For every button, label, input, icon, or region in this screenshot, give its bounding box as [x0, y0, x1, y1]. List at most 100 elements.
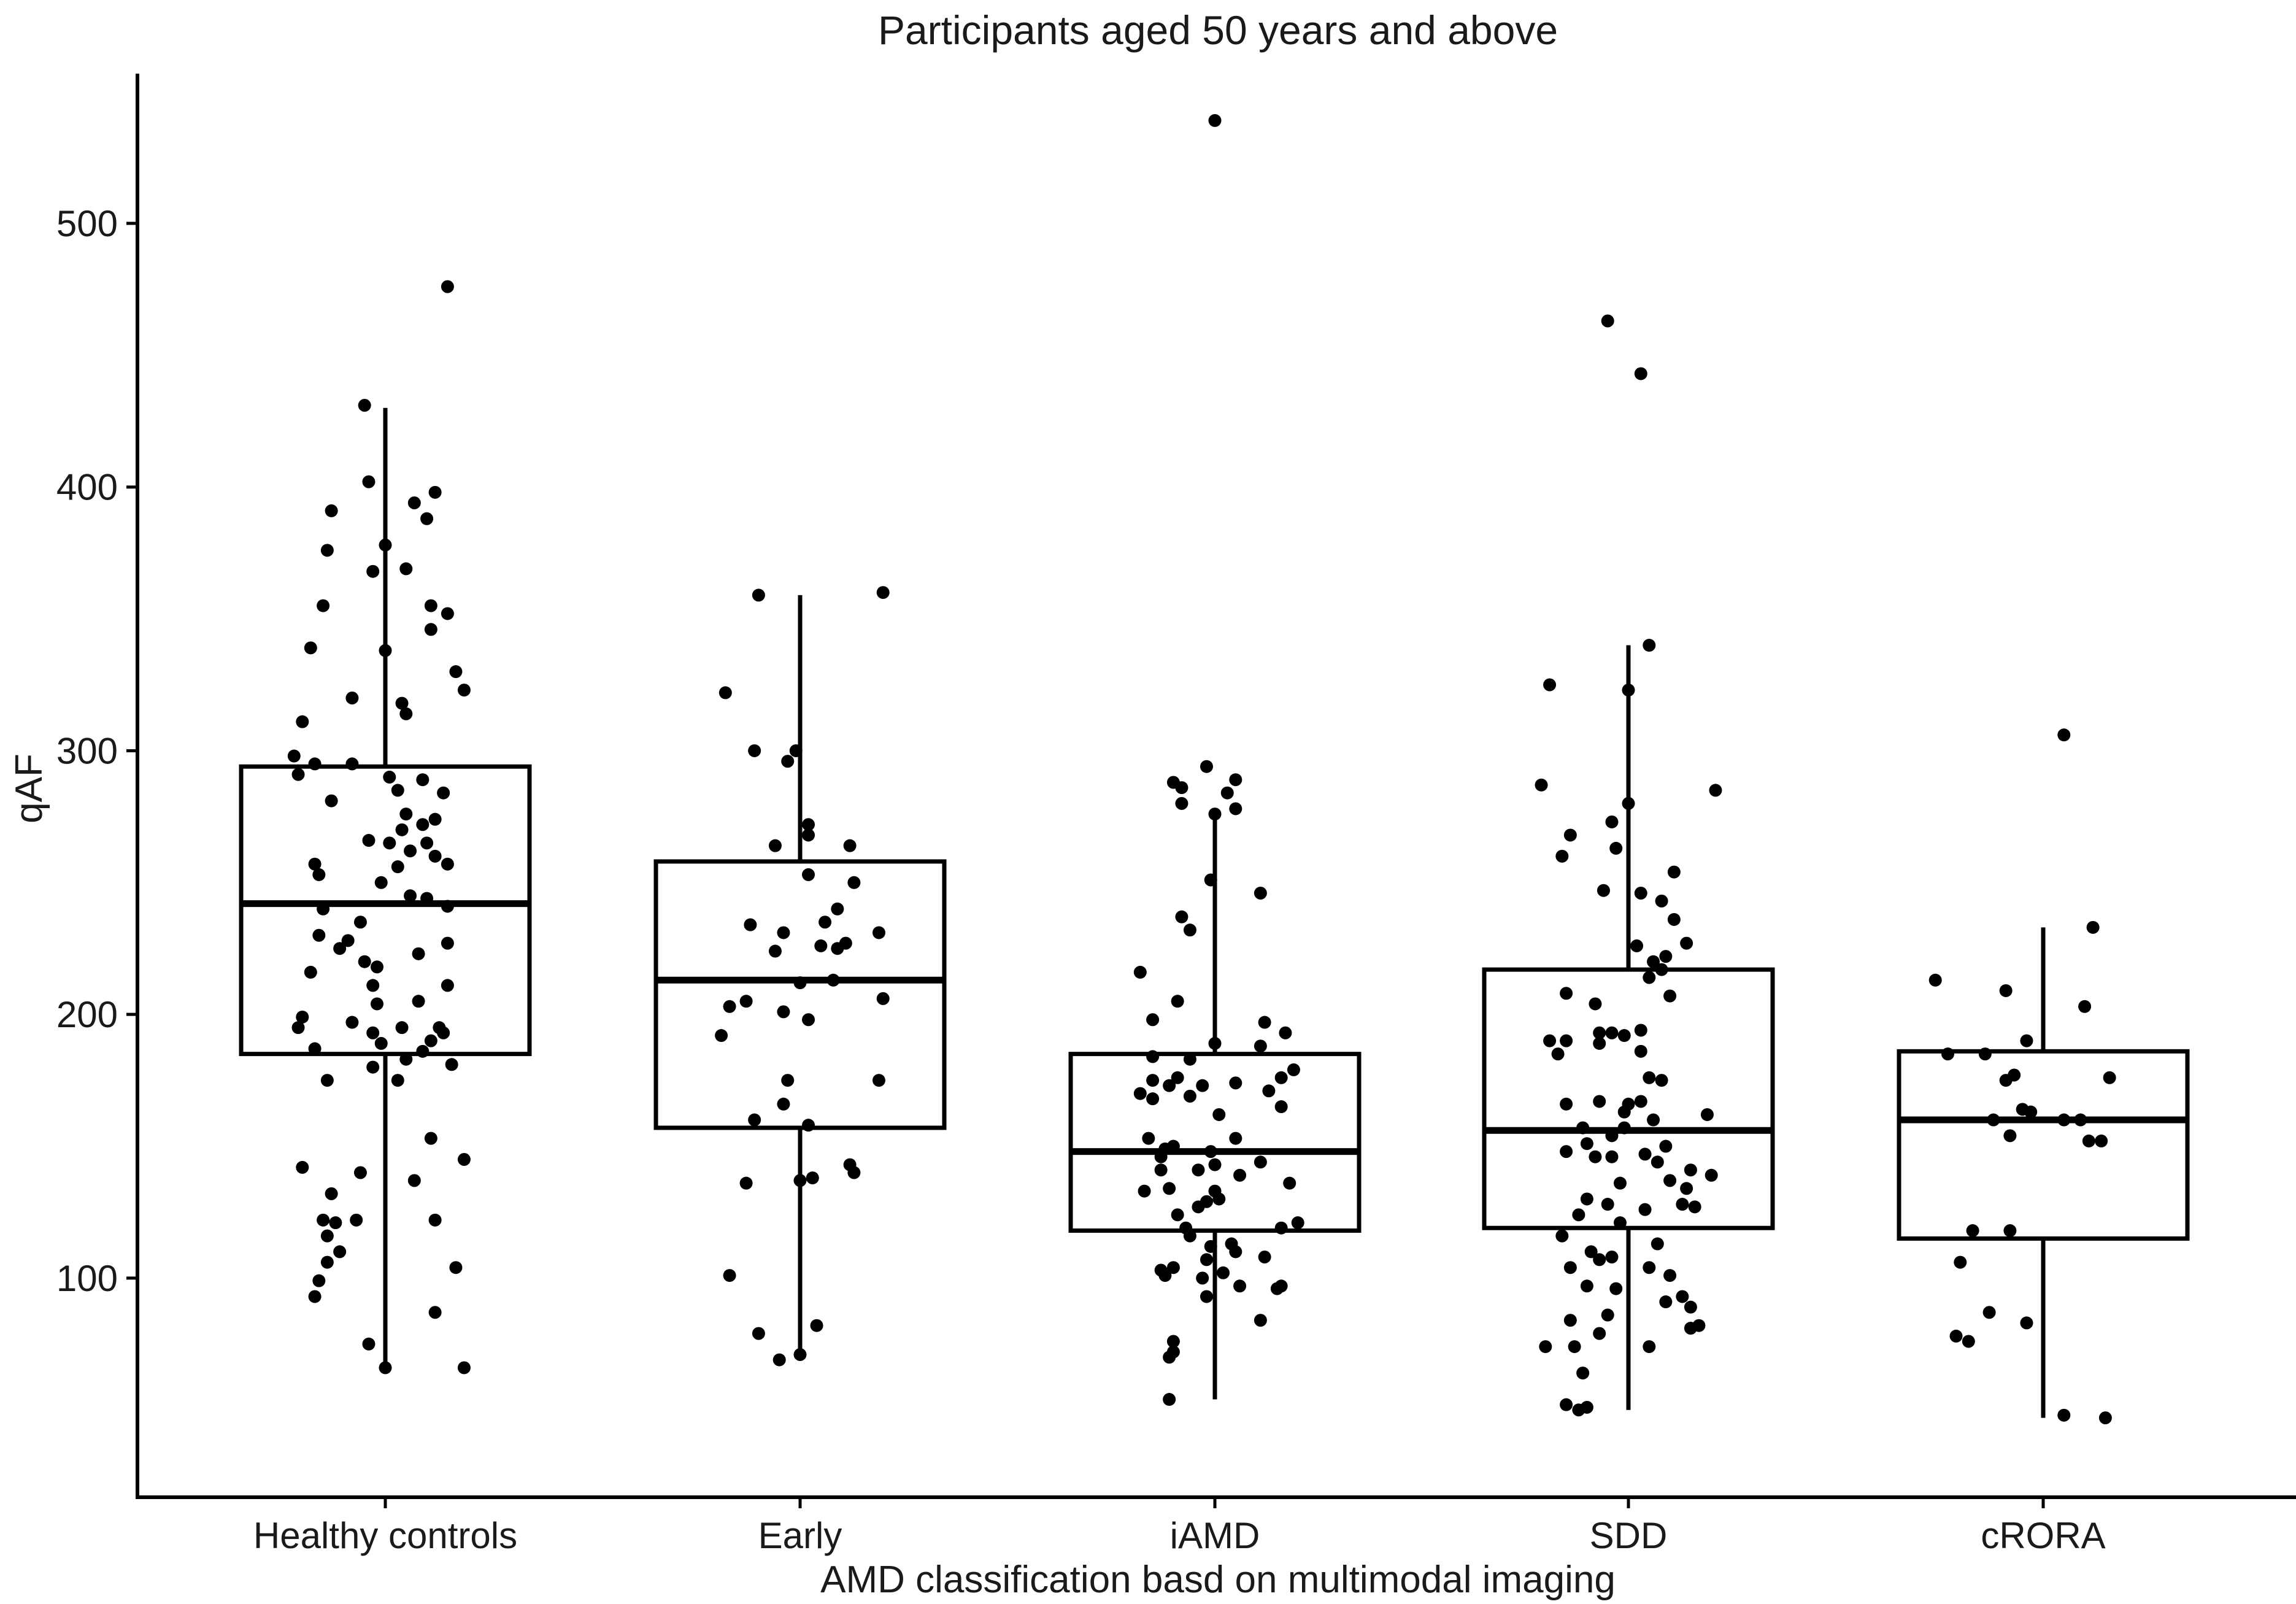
data-point [1163, 1079, 1176, 1092]
data-point [428, 812, 442, 826]
data-point [1680, 1182, 1693, 1195]
data-point [1647, 955, 1660, 968]
data-point [329, 1216, 342, 1230]
data-point [1287, 1063, 1300, 1076]
data-point [1563, 828, 1577, 842]
data-point [1138, 1184, 1151, 1198]
data-point [814, 939, 828, 952]
data-point [1166, 1261, 1180, 1274]
data-point [1204, 873, 1217, 887]
data-point [395, 696, 409, 710]
data-point [345, 757, 359, 771]
data-point [777, 1005, 790, 1019]
box-iqr [1068, 1052, 1362, 1233]
data-point [317, 1213, 330, 1227]
data-point [1229, 773, 1242, 787]
data-point [1659, 950, 1673, 963]
data-point [416, 1044, 430, 1058]
data-point [441, 900, 454, 913]
data-point [1580, 1137, 1593, 1151]
data-point [1634, 886, 1647, 900]
data-point [437, 1026, 450, 1039]
data-point [1638, 1203, 1652, 1216]
data-point [308, 1290, 322, 1303]
data-point [1597, 884, 1610, 897]
data-point [1962, 1335, 1975, 1348]
data-point [374, 876, 388, 889]
data-point [1643, 1071, 1656, 1084]
data-point [379, 1361, 392, 1375]
data-point [1563, 1261, 1577, 1274]
data-point [1204, 1240, 1217, 1253]
data-point [723, 1000, 736, 1013]
data-point [424, 1034, 437, 1047]
data-point [802, 818, 815, 831]
data-point [317, 599, 330, 612]
data-point [1183, 1089, 1196, 1103]
data-point [428, 1306, 442, 1319]
data-point [1220, 786, 1234, 800]
data-point [1676, 1198, 1689, 1211]
data-point [2003, 1129, 2017, 1143]
box-iqr [653, 859, 947, 1130]
data-point [333, 942, 347, 955]
data-point [1589, 997, 1602, 1011]
data-point [843, 839, 857, 852]
data-point [748, 744, 761, 757]
data-point [416, 773, 430, 787]
data-point [1158, 1269, 1172, 1282]
data-point [1572, 1208, 1585, 1222]
data-point [1593, 1036, 1606, 1050]
data-point [1601, 1308, 1614, 1322]
data-point [1208, 114, 1222, 127]
data-point [872, 926, 885, 939]
data-point [2057, 1113, 2071, 1127]
data-point [1274, 1071, 1288, 1084]
data-point [1676, 1290, 1689, 1303]
data-point [1576, 1367, 1590, 1380]
data-point [353, 1166, 367, 1179]
data-point [1667, 865, 1681, 879]
y-tick-label: 500 [56, 203, 118, 244]
data-point [1229, 802, 1242, 815]
data-point [1651, 1237, 1664, 1251]
data-point [1543, 678, 1557, 692]
data-point [789, 744, 803, 757]
data-point [366, 565, 380, 578]
data-point [308, 1042, 322, 1055]
data-point [793, 976, 807, 990]
data-point [1601, 1198, 1614, 1211]
y-axis-label: qAF [8, 754, 50, 823]
data-point [2082, 1134, 2095, 1147]
data-point [1551, 1047, 1565, 1061]
data-point [428, 1213, 442, 1227]
data-point [1617, 1029, 1631, 1043]
data-point [370, 960, 383, 974]
data-point [320, 1074, 334, 1087]
data-point [1279, 1026, 1292, 1039]
data-point [379, 538, 392, 552]
data-point [1175, 796, 1188, 810]
data-point [1613, 1216, 1627, 1230]
data-point [407, 1174, 421, 1187]
y-tick-label: 400 [56, 467, 118, 508]
data-point [1133, 1087, 1147, 1100]
data-point [1684, 1300, 1697, 1314]
data-point [1617, 1121, 1631, 1135]
data-point [1175, 910, 1188, 923]
data-point [1212, 1108, 1226, 1121]
data-point [1560, 1097, 1573, 1111]
data-point [1192, 1163, 1205, 1177]
data-point [819, 916, 832, 929]
x-tick-label: iAMD [1170, 1515, 1260, 1556]
data-point [1966, 1224, 1979, 1238]
data-point [345, 691, 359, 704]
data-point [1709, 784, 1722, 797]
data-point [768, 944, 782, 958]
data-point [428, 849, 442, 863]
data-point [412, 995, 425, 1008]
data-point [441, 979, 454, 992]
data-point [2057, 728, 2071, 742]
data-point [1196, 1271, 1209, 1285]
data-point [1601, 314, 1614, 328]
